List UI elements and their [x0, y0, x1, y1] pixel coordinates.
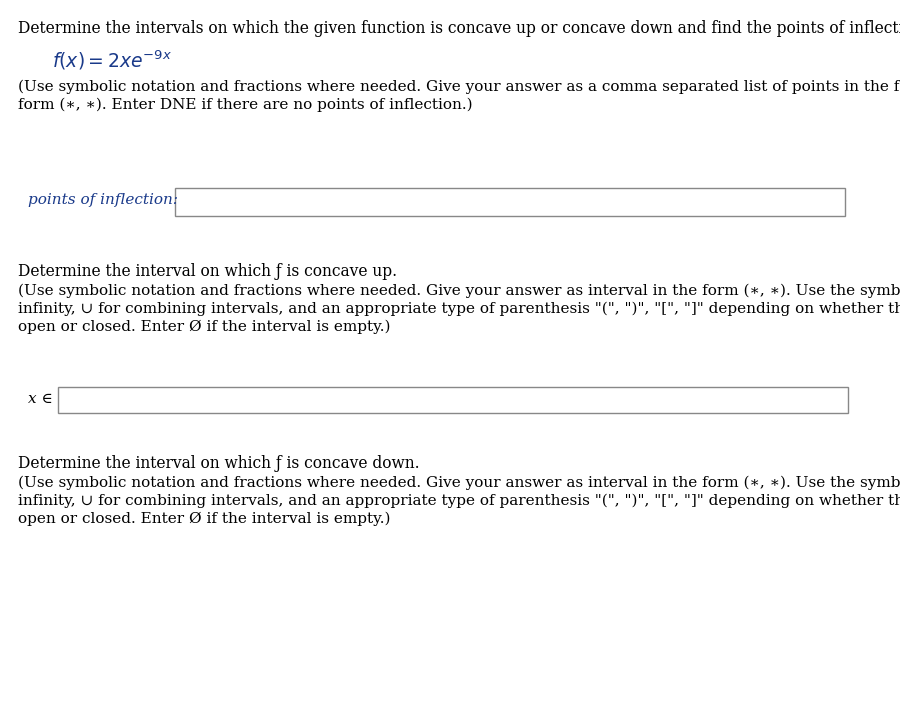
Text: (Use symbolic notation and fractions where needed. Give your answer as interval : (Use symbolic notation and fractions whe…: [18, 284, 900, 298]
Bar: [175, 188, 845, 216]
Bar: [58, 387, 848, 413]
Text: (Use symbolic notation and fractions where needed. Give your answer as a comma s: (Use symbolic notation and fractions whe…: [18, 80, 900, 94]
Text: open or closed. Enter Ø if the interval is empty.): open or closed. Enter Ø if the interval …: [18, 320, 391, 335]
Text: form (∗, ∗). Enter DNE if there are no points of inflection.): form (∗, ∗). Enter DNE if there are no p…: [18, 98, 472, 113]
Text: Determine the interval on which ƒ is concave up.: Determine the interval on which ƒ is con…: [18, 263, 397, 280]
Text: Determine the interval on which ƒ is concave down.: Determine the interval on which ƒ is con…: [18, 455, 419, 472]
Text: infinity, ∪ for combining intervals, and an appropriate type of parenthesis "(",: infinity, ∪ for combining intervals, and…: [18, 494, 900, 508]
Text: points of inflection:: points of inflection:: [28, 193, 178, 207]
Text: $f(x) = 2xe^{-9x}$: $f(x) = 2xe^{-9x}$: [52, 48, 172, 72]
Text: Determine the intervals on which the given function is concave up or concave dow: Determine the intervals on which the giv…: [18, 20, 900, 37]
Text: (Use symbolic notation and fractions where needed. Give your answer as interval : (Use symbolic notation and fractions whe…: [18, 476, 900, 491]
Text: infinity, ∪ for combining intervals, and an appropriate type of parenthesis "(",: infinity, ∪ for combining intervals, and…: [18, 302, 900, 316]
Text: open or closed. Enter Ø if the interval is empty.): open or closed. Enter Ø if the interval …: [18, 512, 391, 526]
Text: x ∈: x ∈: [28, 392, 53, 406]
